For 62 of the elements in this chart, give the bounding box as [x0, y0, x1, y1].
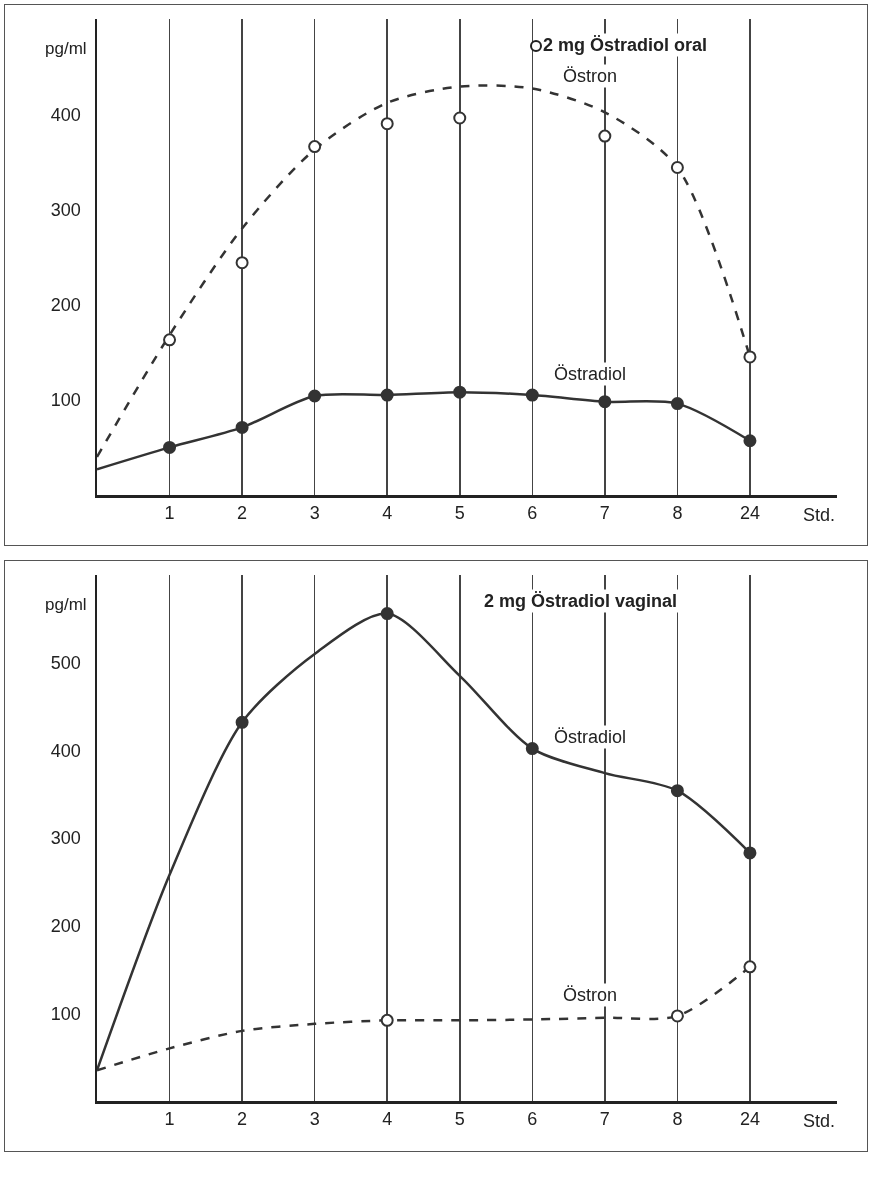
- point: [380, 388, 394, 402]
- y-tick-label: 400: [50, 740, 81, 761]
- point: [598, 395, 612, 409]
- point: [670, 161, 684, 175]
- x-tick-label: 5: [454, 503, 465, 524]
- point: [743, 350, 757, 364]
- x-tick-label: 7: [599, 503, 610, 524]
- x-tick-label: 1: [164, 1109, 175, 1130]
- x-tick-label: 2: [237, 503, 248, 524]
- y-tick-label: 400: [50, 104, 81, 125]
- point: [308, 389, 322, 403]
- point: [235, 715, 249, 729]
- text: 2 mg Östradiol oral: [543, 35, 708, 55]
- x-axis-title: Std.: [803, 1111, 836, 1131]
- series-label: Östradiol: [554, 727, 627, 747]
- x-tick-label: 5: [454, 1109, 465, 1130]
- point: [235, 420, 249, 434]
- point: [525, 388, 539, 402]
- point: [670, 1009, 684, 1023]
- point: [235, 256, 249, 270]
- y-tick-label: 200: [50, 915, 81, 936]
- x-tick-label: 4: [382, 1109, 393, 1130]
- point: [163, 440, 177, 454]
- x-tick-label: 24: [739, 1109, 760, 1130]
- x-tick-label: 6: [527, 503, 538, 524]
- point: [598, 129, 612, 143]
- point: [743, 434, 757, 448]
- series-label: Östron: [563, 985, 618, 1005]
- x-tick-label: 8: [672, 1109, 683, 1130]
- y-tick-label: 100: [50, 1003, 81, 1024]
- x-axis-title: Std.: [803, 505, 836, 525]
- point: [453, 111, 467, 125]
- y-tick-label: 300: [50, 199, 81, 220]
- point: [308, 140, 322, 154]
- x-tick-label: 8: [672, 503, 683, 524]
- text: 2 mg Östradiol vaginal: [484, 591, 678, 611]
- x-tick-label: 1: [164, 503, 175, 524]
- series-label: Östron: [563, 66, 618, 86]
- x-tick-label: 6: [527, 1109, 538, 1130]
- y-axis-title: pg/ml: [45, 39, 87, 58]
- y-axis-title: pg/ml: [45, 595, 87, 614]
- point: [670, 397, 684, 411]
- x-tick-label: 4: [382, 503, 393, 524]
- y-tick-label: 100: [50, 390, 81, 411]
- point: [453, 385, 467, 399]
- x-tick-label: 7: [599, 1109, 610, 1130]
- x-tick-label: 24: [739, 503, 760, 524]
- point: [743, 960, 757, 974]
- x-tick-label: 2: [237, 1109, 248, 1130]
- point: [380, 607, 394, 621]
- x-tick-label: 3: [309, 503, 320, 524]
- series-label: Östradiol: [554, 364, 627, 384]
- point: [743, 846, 757, 860]
- point: [525, 742, 539, 756]
- point: [380, 1013, 394, 1027]
- point: [163, 333, 177, 347]
- y-tick-label: 500: [50, 652, 81, 673]
- y-tick-label: 300: [50, 828, 81, 849]
- y-tick-label: 200: [50, 294, 81, 315]
- point: [380, 117, 394, 131]
- x-tick-label: 3: [309, 1109, 320, 1130]
- point: [670, 784, 684, 798]
